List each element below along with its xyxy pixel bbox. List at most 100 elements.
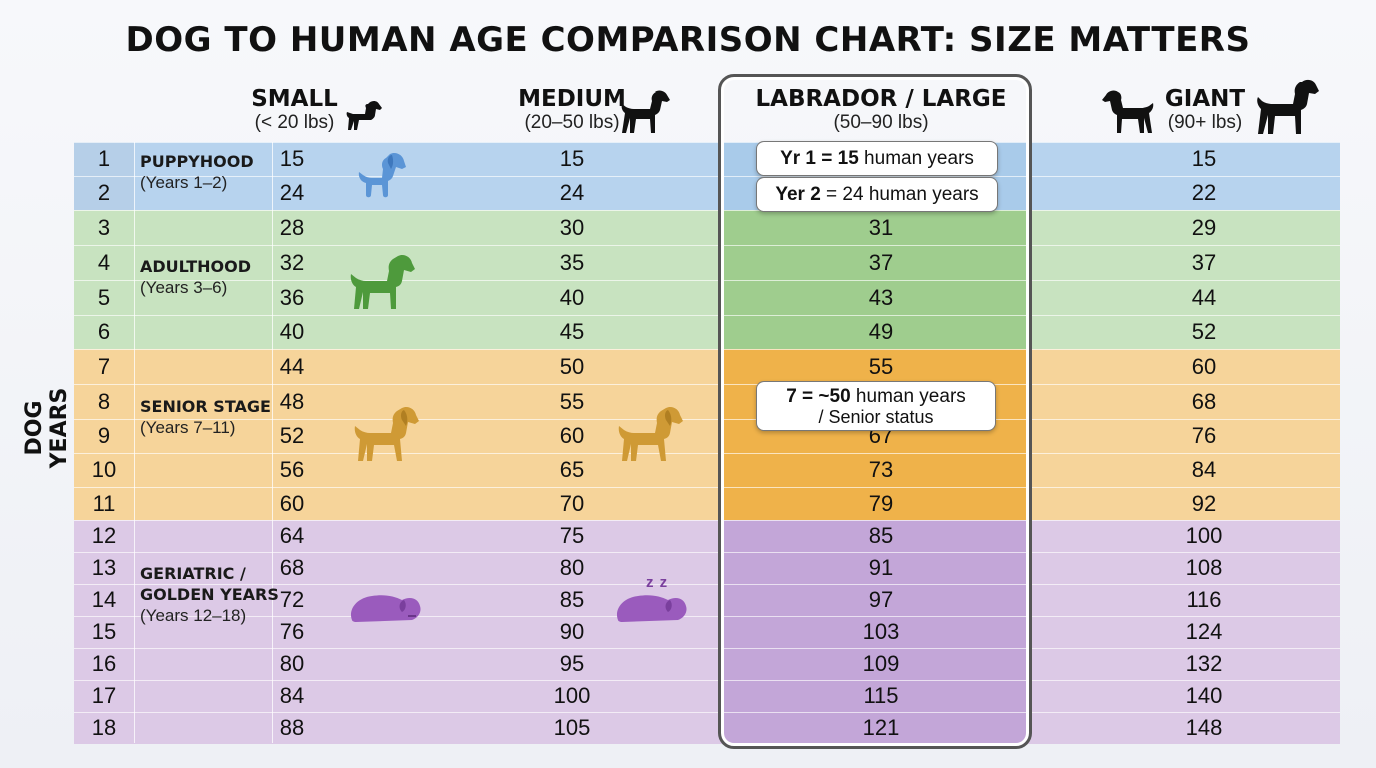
puppy-icon [358,152,406,198]
human-age-cell: 15 [559,146,585,171]
row-divider [74,384,1340,385]
dog-year-cell: 14 [91,587,117,612]
year-cell-bg [74,142,134,176]
table-row [74,315,1340,349]
stage-range: (Years 3–6) [140,278,228,297]
human-age-cell: 22 [1191,180,1217,205]
stage-range: (Years 7–11) [140,418,236,437]
human-age-cell: 36 [279,285,305,310]
human-age-cell: 68 [279,555,305,580]
row-divider [74,453,1340,454]
senior-dog-icon [354,406,419,461]
dog-year-cell: 10 [91,457,117,482]
sleeping-dog-icon-medium [616,595,687,622]
human-age-cell: 72 [279,587,305,612]
human-age-cell: 121 [862,715,900,740]
stage-name: SENIOR STAGE [140,397,271,416]
sleeping-dog-icon [350,595,421,622]
large-column-cell-bg [724,616,1026,648]
dog-year-cell: 17 [91,683,117,708]
human-age-cell: 80 [559,555,585,580]
human-age-cell: 44 [1191,285,1217,310]
callout-text-line2: / Senior status [818,407,934,427]
human-age-cell: 56 [279,457,305,482]
human-age-cell: 90 [559,619,585,644]
senior-dog-icon-medium [618,406,683,461]
stage-label-senior: SENIOR STAGE (Years 7–11) [140,396,271,438]
row-divider [74,520,1340,521]
column-header-large: LABRADOR / LARGE (50–90 lbs) [740,86,1022,134]
column-header-giant: GIANT (90+ lbs) [1150,86,1260,134]
table-row [74,552,1340,584]
column-name: LABRADOR / LARGE [755,86,1007,112]
large-column-cell-bg [724,552,1026,584]
human-age-cell: 97 [868,587,894,612]
dog-year-cell: 9 [97,423,111,448]
human-age-cell: 40 [279,319,305,344]
giant-dog-icon-right [1257,79,1319,134]
large-column-cell-bg [724,453,1026,487]
dog-year-cell: 13 [91,555,117,580]
large-column-cell-bg [724,584,1026,616]
human-age-cell: 124 [1185,619,1223,644]
table-row [74,680,1340,712]
y-axis-label: DOG YEARS [22,387,72,469]
human-age-cell: 40 [559,285,585,310]
column-name: MEDIUM [518,86,626,112]
column-name: SMALL [251,86,338,112]
dog-year-cell: 18 [91,715,117,740]
table-row [74,280,1340,315]
stage-name-line2: GOLDEN YEARS [140,585,279,604]
year-cell-bg [74,453,134,487]
human-age-cell: 64 [279,523,305,548]
human-age-cell: 65 [559,457,585,482]
human-age-cell: 70 [559,491,585,516]
dog-year-cell: 6 [97,319,111,344]
callout-bold: Yer 2 [775,184,821,205]
stage-range: (Years 12–18) [140,606,247,625]
column-divider [272,142,273,743]
year-cell-bg [74,648,134,680]
human-age-cell: 49 [868,319,894,344]
column-name: GIANT [1164,86,1246,112]
dog-year-cell: 16 [91,651,117,676]
year-cell-bg [74,384,134,419]
callout-bold: Yr 1 = 15 [780,148,859,169]
human-age-cell: 60 [279,491,305,516]
human-age-cell: 79 [868,491,894,516]
row-divider [74,552,1340,553]
human-age-cell: 28 [279,215,305,240]
large-column-cell-bg [724,349,1026,384]
small-dog-icon [346,101,382,130]
dog-year-cell: 3 [97,215,111,240]
table-row [74,648,1340,680]
column-weight: (90+ lbs) [1167,112,1243,133]
human-age-cell: 115 [863,683,899,708]
human-age-cell: 37 [1191,250,1217,275]
large-column-cell-bg [724,245,1026,280]
human-age-cell: 68 [1191,389,1217,414]
row-divider [74,487,1340,488]
dog-year-cell: 8 [97,389,111,414]
dog-year-cell: 11 [92,491,116,516]
human-age-cell: 95 [559,651,585,676]
human-age-cell: 92 [1191,491,1217,516]
human-age-cell: 75 [559,523,585,548]
human-age-cell: 76 [279,619,305,644]
table-row [74,520,1340,552]
human-age-cell: 24 [279,180,305,205]
human-age-cell: 37 [868,250,894,275]
large-column-cell-bg [724,712,1026,744]
dog-year-cell: 7 [97,354,111,379]
table-row [74,210,1340,245]
human-age-cell: 35 [559,250,585,275]
dog-year-cell: 2 [97,180,111,205]
row-divider [74,245,1340,246]
large-column-cell-bg [724,210,1026,245]
callout-text: human years [858,148,974,169]
human-age-cell: 85 [868,523,894,548]
column-weight: (< 20 lbs) [254,112,335,133]
human-age-cell: 31 [868,215,894,240]
human-age-cell: 103 [862,619,900,644]
human-age-cell: 105 [553,715,591,740]
